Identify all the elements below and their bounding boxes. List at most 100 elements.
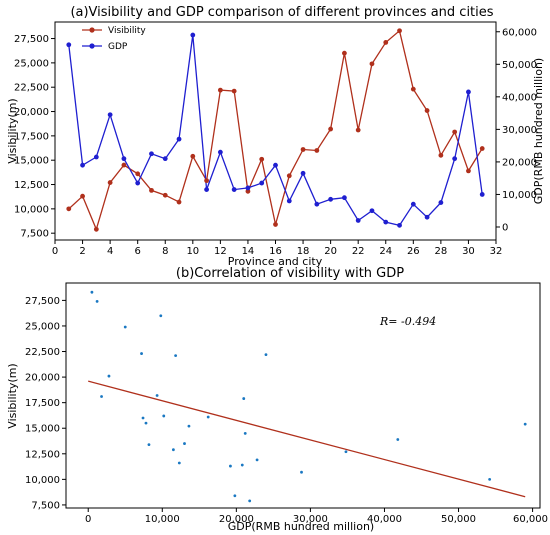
series-point-gdp bbox=[466, 89, 471, 95]
scatter-point bbox=[488, 477, 492, 481]
series-point-gdp bbox=[259, 180, 265, 186]
series-point-gdp bbox=[479, 192, 485, 197]
series-point-gdp bbox=[245, 185, 251, 191]
scatter-point bbox=[123, 325, 127, 329]
series-line-gdp bbox=[68, 34, 483, 227]
scatter-point bbox=[255, 458, 259, 462]
chart-b-x-tick-label: 10,000 bbox=[145, 514, 180, 525]
chart-a-y2-tick-label: 60,000 bbox=[502, 27, 537, 38]
series-point-visibility bbox=[66, 206, 72, 212]
chart-a-x-tick-label: 22 bbox=[352, 246, 365, 257]
scatter-point bbox=[155, 394, 159, 397]
chart-a-x-tick-label: 2 bbox=[79, 246, 85, 257]
chart-b-y-axis-label: Visibility(m) bbox=[6, 363, 19, 428]
chart-a-series-markers bbox=[66, 28, 485, 232]
regression-line bbox=[88, 380, 526, 498]
series-point-gdp bbox=[424, 214, 430, 220]
series-point-visibility bbox=[328, 126, 334, 132]
scatter-point bbox=[523, 422, 527, 426]
chart-b-correlation-annotation: R= -0.494 bbox=[379, 315, 436, 328]
chart-a: (a)Visibility and GDP comparison of diff… bbox=[6, 5, 545, 268]
series-point-visibility bbox=[383, 40, 389, 45]
series-point-gdp bbox=[80, 162, 85, 168]
series-point-gdp bbox=[314, 201, 320, 207]
series-point-gdp bbox=[190, 32, 196, 38]
series-point-gdp bbox=[273, 162, 278, 168]
series-point-visibility bbox=[452, 129, 458, 135]
chart-a-x-tick-label: 6 bbox=[135, 246, 141, 257]
chart-a-x-tick-label: 32 bbox=[490, 246, 503, 257]
chart-a-y-ticks: 7,500 10,000 12,500 15,000 17,500 20,000 22,50… bbox=[14, 34, 55, 240]
chart-b-title: (b)Correlation of visibility with GDP bbox=[176, 266, 404, 281]
chart-b-y-tick-label: 7,500 bbox=[31, 500, 60, 511]
chart-a-x-tick-label: 14 bbox=[242, 246, 255, 257]
chart-a-x-tick-label: 26 bbox=[407, 246, 420, 257]
series-point-visibility bbox=[121, 162, 127, 168]
series-point-visibility bbox=[149, 187, 154, 193]
series-point-visibility bbox=[135, 171, 141, 177]
chart-a-x-tick-label: 10 bbox=[186, 246, 199, 257]
series-line-visibility bbox=[68, 29, 483, 232]
chart-b-y-tick-label: 27,500 bbox=[25, 296, 60, 307]
chart-a-y2-ticks: 0 10,000 20,000 30,000 40,000 50,000 60,000 bbox=[496, 27, 537, 233]
series-point-gdp bbox=[93, 154, 99, 160]
series-point-visibility bbox=[80, 193, 85, 199]
chart-a-y-tick-label: 12,500 bbox=[14, 180, 49, 191]
chart-a-y-tick-label: 15,000 bbox=[14, 156, 49, 167]
scatter-point bbox=[100, 395, 103, 398]
legend-visibility-marker bbox=[89, 27, 95, 33]
series-point-visibility bbox=[217, 87, 223, 93]
chart-a-y2-tick-label: 0 bbox=[502, 222, 508, 233]
scatter-point bbox=[206, 415, 210, 419]
scatter-point bbox=[240, 463, 244, 467]
scatter-point bbox=[248, 499, 252, 503]
chart-b-x-tick-label: 50,000 bbox=[441, 514, 476, 525]
series-point-gdp bbox=[328, 196, 334, 202]
chart-b-y-tick-label: 22,500 bbox=[25, 347, 60, 358]
chart-b-y-ticks: 7,500 10,000 12,500 15,000 17,500 20,000 22,50… bbox=[25, 296, 66, 511]
chart-b-x-axis-label: GDP(RMB hundred million) bbox=[228, 520, 374, 533]
chart-a-x-ticks: 0 2 4 6 8 10 12 14 16 18 20 22 24 26 28 30 32 bbox=[52, 240, 503, 257]
chart-a-y-tick-label: 17,500 bbox=[14, 131, 49, 142]
chart-a-legend: Visibility GDP bbox=[82, 26, 146, 52]
series-point-gdp bbox=[231, 187, 237, 192]
series-point-visibility bbox=[190, 153, 196, 159]
series-point-gdp bbox=[121, 156, 127, 162]
chart-b-plot-frame bbox=[65, 282, 541, 509]
scatter-point bbox=[95, 300, 99, 303]
series-point-visibility bbox=[314, 148, 320, 153]
scatter-point bbox=[90, 290, 94, 294]
chart-b-points bbox=[90, 290, 527, 503]
series-point-visibility bbox=[369, 61, 375, 67]
series-point-gdp bbox=[149, 151, 154, 157]
chart-b-x-tick-label: 40,000 bbox=[367, 514, 402, 525]
series-point-gdp bbox=[107, 112, 113, 118]
chart-a-x-tick-label: 30 bbox=[462, 246, 475, 257]
series-point-gdp bbox=[438, 200, 444, 205]
series-point-visibility bbox=[259, 156, 265, 162]
scatter-point bbox=[344, 450, 348, 454]
chart-a-y2-tick-label: 10,000 bbox=[502, 190, 537, 201]
series-point-visibility bbox=[107, 180, 113, 185]
chart-a-y-tick-label: 22,500 bbox=[14, 83, 49, 94]
chart-b-y-tick-label: 17,500 bbox=[25, 398, 60, 409]
series-point-gdp bbox=[300, 170, 306, 176]
series-point-gdp bbox=[452, 156, 458, 162]
chart-a-x-tick-label: 16 bbox=[269, 246, 282, 257]
scatter-point bbox=[183, 442, 186, 445]
scatter-point bbox=[144, 421, 148, 425]
chart-a-x-tick-label: 8 bbox=[162, 246, 168, 257]
series-point-visibility bbox=[300, 147, 306, 152]
chart-a-y-tick-label: 10,000 bbox=[14, 204, 49, 215]
series-point-gdp bbox=[217, 149, 223, 155]
series-point-visibility bbox=[438, 152, 444, 158]
chart-b-y-tick-label: 20,000 bbox=[25, 373, 60, 384]
scatter-point bbox=[107, 374, 111, 378]
chart-a-title: (a)Visibility and GDP comparison of diff… bbox=[70, 5, 493, 20]
series-point-gdp bbox=[135, 180, 141, 186]
chart-a-y-axis-label: Visibility(m) bbox=[6, 98, 19, 163]
chart-b-x-tick-label: 0 bbox=[85, 514, 91, 525]
chart-b: (b)Correlation of visibility with GDP 0 1… bbox=[6, 266, 548, 533]
series-point-visibility bbox=[355, 127, 361, 133]
chart-a-y2-axis-label: GDP(RMB hundred million) bbox=[532, 58, 545, 204]
